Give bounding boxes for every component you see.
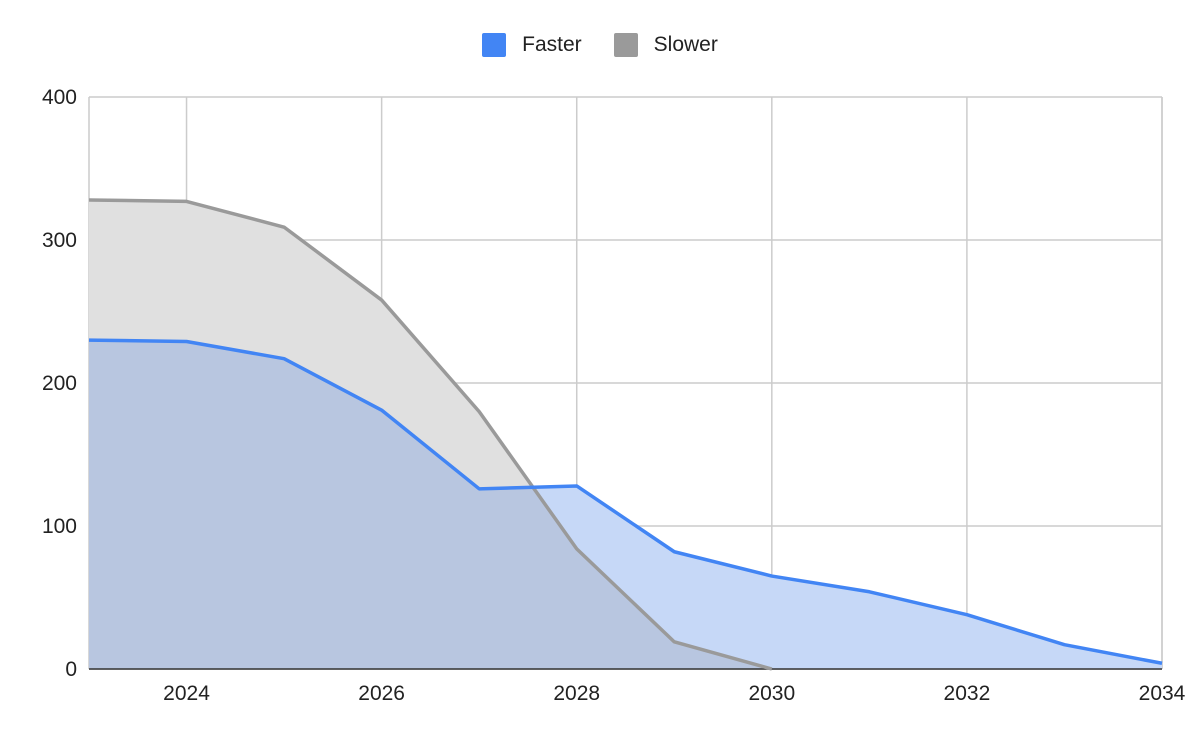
legend-item-faster[interactable]: Faster bbox=[482, 33, 582, 57]
y-tick-label-300: 300 bbox=[42, 229, 77, 252]
legend-swatch-slower bbox=[613, 33, 638, 57]
x-tick-label-2026: 2026 bbox=[358, 682, 405, 705]
x-tick-label-2028: 2028 bbox=[553, 682, 600, 705]
y-tick-label-200: 200 bbox=[42, 372, 77, 395]
x-tick-label-2024: 2024 bbox=[163, 682, 210, 705]
x-tick-label-2030: 2030 bbox=[748, 682, 795, 705]
x-tick-label-2032: 2032 bbox=[944, 682, 991, 705]
legend-item-slower[interactable]: Slower bbox=[613, 33, 718, 57]
series-line-slower bbox=[88, 198, 773, 671]
legend-label-faster: Faster bbox=[522, 33, 582, 56]
legend-label-slower: Slower bbox=[653, 33, 718, 56]
series-line-faster bbox=[88, 338, 1163, 665]
legend-swatch-faster bbox=[482, 33, 507, 57]
y-tick-label-0: 0 bbox=[65, 658, 77, 681]
legend: Faster Slower bbox=[0, 33, 1200, 57]
y-tick-label-400: 400 bbox=[42, 86, 77, 109]
x-tick-label-2034: 2034 bbox=[1139, 682, 1186, 705]
y-tick-label-100: 100 bbox=[42, 515, 77, 538]
